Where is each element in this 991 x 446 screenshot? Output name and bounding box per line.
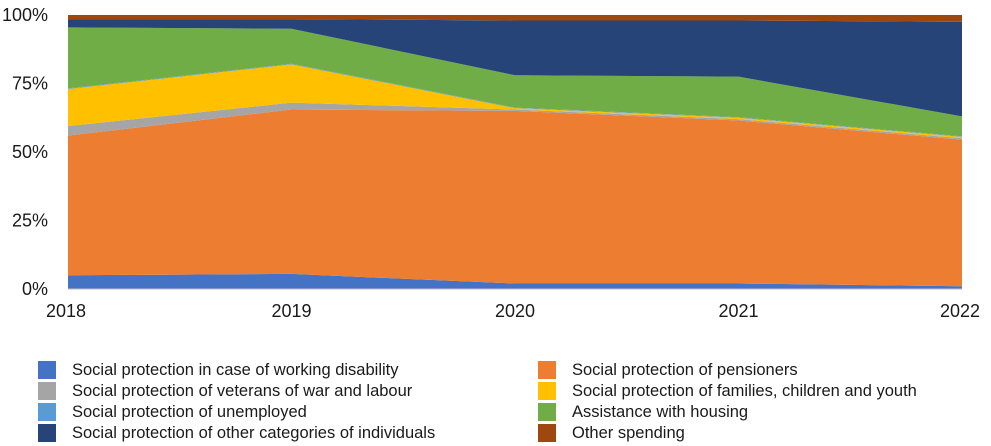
y-tick-label: 25%	[12, 211, 48, 231]
area-series-2	[68, 102, 962, 140]
legend-label: Social protection of pensioners	[572, 360, 798, 379]
legend-swatch	[38, 403, 56, 421]
legend-swatch	[538, 361, 556, 379]
legend-label: Social protection of unemployed	[72, 402, 307, 421]
legend-item: Other spending	[538, 423, 685, 443]
legend-item: Social protection in case of working dis…	[38, 360, 399, 380]
stacked-area-chart: 0% 25% 50% 75% 100% 2018 2019 2020 2021 2022	[2, 5, 980, 321]
legend-item: Social protection of pensioners	[538, 360, 798, 380]
legend-item: Social protection of veterans of war and…	[38, 381, 412, 401]
x-axis-tick-labels: 2018 2019 2020 2021 2022	[46, 301, 980, 321]
y-tick-label: 100%	[2, 5, 48, 25]
x-tick-label: 2020	[495, 301, 535, 321]
legend-swatch	[38, 382, 56, 400]
area-series-7	[68, 15, 962, 22]
legend-label: Social protection in case of working dis…	[72, 360, 399, 379]
legend-swatch	[38, 424, 56, 442]
legend-swatch	[538, 424, 556, 442]
y-tick-label: 0%	[22, 279, 48, 299]
x-tick-label: 2021	[718, 301, 758, 321]
y-axis-tick-labels: 0% 25% 50% 75% 100%	[2, 5, 48, 299]
legend-item: Social protection of other categories of…	[38, 423, 435, 443]
area-series-1	[68, 109, 962, 287]
area-series-3	[68, 64, 962, 139]
area-series-group	[68, 15, 962, 289]
legend-item: Social protection of unemployed	[38, 402, 307, 422]
area-series-0	[68, 273, 962, 289]
legend-item: Assistance with housing	[538, 402, 748, 422]
legend-swatch	[538, 382, 556, 400]
legend-item: Social protection of families, children …	[538, 381, 917, 401]
legend: Social protection in case of working dis…	[38, 360, 978, 446]
legend-swatch	[38, 361, 56, 379]
y-tick-label: 75%	[12, 74, 48, 94]
legend-label: Assistance with housing	[572, 402, 749, 421]
area-series-5	[68, 27, 962, 137]
area-series-6	[68, 19, 962, 117]
x-tick-label: 2019	[271, 301, 311, 321]
x-tick-label: 2022	[940, 301, 980, 321]
legend-label: Social protection of veterans of war and…	[72, 381, 413, 400]
x-tick-label: 2018	[46, 301, 86, 321]
legend-label: Social protection of other categories of…	[72, 423, 436, 442]
legend-swatch	[538, 403, 556, 421]
legend-label: Social protection of families, children …	[572, 381, 917, 400]
y-tick-label: 50%	[12, 142, 48, 162]
legend-label: Other spending	[572, 423, 685, 442]
